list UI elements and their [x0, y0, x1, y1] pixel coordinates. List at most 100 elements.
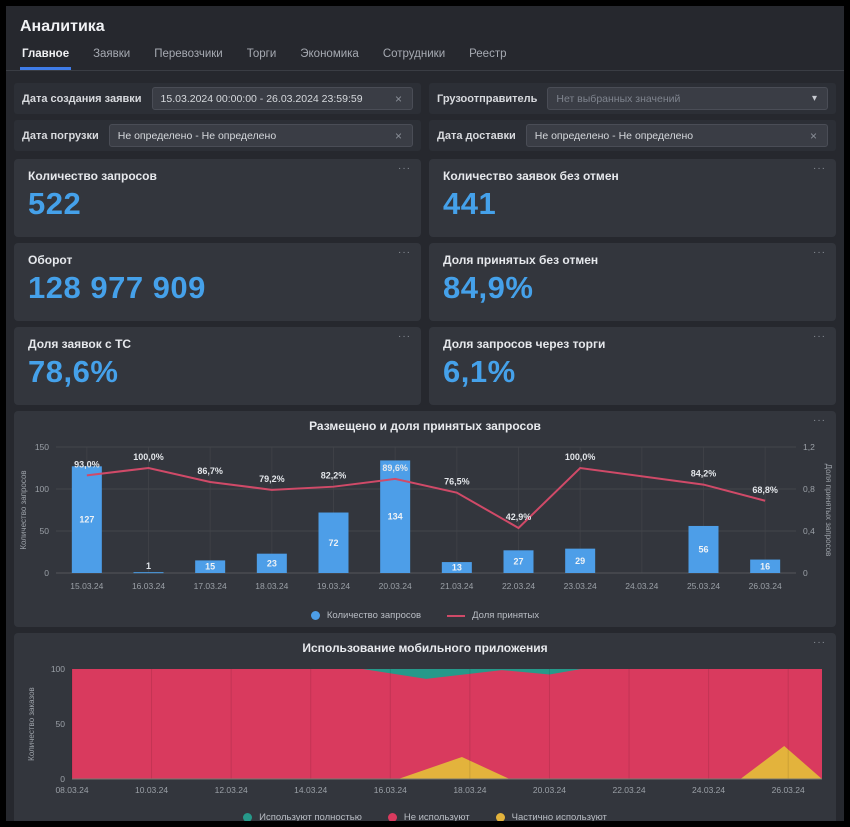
svg-text:19.03.24: 19.03.24: [317, 581, 350, 591]
tab-employees[interactable]: Сотрудники: [382, 48, 446, 60]
svg-text:86,7%: 86,7%: [197, 466, 223, 476]
area-not-using[interactable]: [72, 669, 822, 779]
bar[interactable]: [688, 525, 719, 573]
more-menu-icon[interactable]: ···: [813, 247, 826, 258]
loading-date-input[interactable]: Не определено - Не определено ×: [108, 124, 413, 147]
svg-text:100,0%: 100,0%: [133, 452, 164, 462]
bar[interactable]: [750, 559, 781, 573]
tab-carriers[interactable]: Перевозчики: [154, 48, 223, 60]
legend-item-partial-usage[interactable]: Частично используют: [495, 812, 607, 821]
svg-text:26.03.24: 26.03.24: [749, 581, 782, 591]
legend-item-no-usage[interactable]: Не используют: [387, 812, 470, 821]
legend-item-requests[interactable]: Количество запросов: [310, 610, 421, 621]
svg-text:29: 29: [575, 556, 585, 566]
legend-label: Не используют: [403, 812, 470, 821]
svg-text:12.03.24: 12.03.24: [215, 785, 248, 795]
svg-text:89,6%: 89,6%: [382, 463, 408, 473]
tab-main[interactable]: Главное: [20, 44, 72, 70]
svg-text:100: 100: [35, 484, 49, 494]
chart-panel-placed-accepted: ··· Размещено и доля принятых запросов 1…: [14, 411, 836, 627]
request-created-date-input[interactable]: 15.03.2024 00:00:00 - 26.03.2024 23:59:5…: [151, 87, 413, 110]
svg-text:76,5%: 76,5%: [444, 477, 470, 487]
bar[interactable]: [256, 553, 287, 573]
bar[interactable]: [441, 562, 472, 573]
kpi-label: Оборот: [28, 253, 73, 267]
svg-text:84,2%: 84,2%: [691, 469, 717, 479]
bar[interactable]: [195, 560, 226, 573]
kpi-grid: ··· Количество запросов 522 ··· Количест…: [14, 159, 836, 405]
area-full-usage[interactable]: [362, 669, 582, 679]
chart-title: Использование мобильного приложения: [302, 641, 548, 655]
kpi-label: Количество запросов: [28, 169, 157, 183]
shipper-select[interactable]: Нет выбранных значений ▾: [547, 87, 828, 110]
more-menu-icon[interactable]: ···: [398, 247, 411, 258]
chevron-down-icon[interactable]: ▾: [811, 93, 817, 104]
kpi-label: Доля принятых без отмен: [443, 253, 599, 267]
more-menu-icon[interactable]: ···: [398, 331, 411, 342]
accepted-share-line[interactable]: [86, 466, 766, 530]
bar[interactable]: [503, 550, 534, 573]
svg-text:25.03.24: 25.03.24: [687, 581, 720, 591]
delivery-date-input[interactable]: Не определено - Не определено ×: [525, 124, 828, 147]
bar-line-chart: 150 100 50 0 1,2 0,8 0,4 0 Количество запросов До…: [19, 442, 833, 591]
area-partial-usage[interactable]: [72, 746, 822, 779]
legend-line-icon: [447, 614, 466, 617]
svg-text:20.03.24: 20.03.24: [533, 785, 566, 795]
tab-bar: Главное Заявки Перевозчики Торги Экономи…: [6, 44, 844, 71]
clear-icon[interactable]: ×: [394, 128, 402, 143]
kpi-value: 522: [28, 186, 82, 221]
svg-text:27: 27: [513, 557, 523, 567]
svg-text:0: 0: [803, 568, 808, 578]
svg-text:15.03.24: 15.03.24: [70, 581, 103, 591]
legend-label: Доля принятых: [472, 610, 540, 621]
bar[interactable]: [565, 548, 596, 573]
date-range-value: Не определено - Не определено: [117, 129, 277, 142]
filter-bar: Дата создания заявки 15.03.2024 00:00:00…: [14, 83, 836, 151]
svg-text:1: 1: [146, 561, 151, 571]
tab-requests[interactable]: Заявки: [93, 48, 131, 60]
bar[interactable]: [133, 572, 164, 574]
more-menu-icon[interactable]: ···: [813, 331, 826, 342]
kpi-value: 84,9%: [443, 270, 534, 305]
more-menu-icon[interactable]: ···: [813, 415, 826, 426]
svg-text:42,9%: 42,9%: [506, 512, 532, 522]
svg-text:68,8%: 68,8%: [752, 485, 778, 495]
more-menu-icon[interactable]: ···: [398, 163, 411, 174]
legend-item-full-usage[interactable]: Используют полностью: [243, 812, 362, 821]
date-range-value: 15.03.2024 00:00:00 - 26.03.2024 23:59:5…: [160, 92, 363, 105]
kpi-label: Доля запросов через торги: [443, 337, 606, 351]
chart1-legend: Количество запросов Доля принятых: [14, 608, 836, 627]
svg-text:0,8: 0,8: [803, 484, 815, 494]
svg-text:82,2%: 82,2%: [321, 471, 347, 481]
svg-text:10.03.24: 10.03.24: [135, 785, 168, 795]
more-menu-icon[interactable]: ···: [813, 637, 826, 648]
clear-icon[interactable]: ×: [394, 91, 402, 106]
bar[interactable]: [318, 512, 349, 573]
svg-text:22.03.24: 22.03.24: [502, 581, 535, 591]
svg-text:18.03.24: 18.03.24: [255, 581, 288, 591]
clear-icon[interactable]: ×: [809, 128, 817, 143]
kpi-card-requests-count: ··· Количество запросов 522: [14, 159, 421, 237]
svg-text:23: 23: [267, 558, 277, 568]
kpi-card-accepted-share: ··· Доля принятых без отмен 84,9%: [429, 243, 836, 321]
legend-dot-icon: [387, 813, 397, 821]
tab-registry[interactable]: Реестр: [469, 48, 507, 60]
page-title: Аналитика: [20, 18, 105, 35]
svg-text:17.03.24: 17.03.24: [194, 581, 227, 591]
legend-label: Используют полностью: [259, 812, 362, 821]
tab-auctions[interactable]: Торги: [246, 48, 277, 60]
tab-economics[interactable]: Экономика: [300, 48, 359, 60]
svg-text:0,4: 0,4: [803, 526, 815, 536]
kpi-value: 78,6%: [28, 354, 119, 389]
bar[interactable]: [71, 466, 102, 573]
analytics-dashboard: Аналитика Главное Заявки Перевозчики Тор…: [6, 6, 844, 821]
svg-text:Количество запросов: Количество запросов: [19, 470, 28, 549]
svg-text:26.03.24: 26.03.24: [772, 785, 805, 795]
chart-title: Размещено и доля принятых запросов: [309, 419, 541, 433]
svg-text:23.03.24: 23.03.24: [564, 581, 597, 591]
svg-text:24.03.24: 24.03.24: [625, 581, 658, 591]
legend-item-accepted-share[interactable]: Доля принятых: [447, 610, 539, 621]
svg-text:08.03.24: 08.03.24: [55, 785, 88, 795]
more-menu-icon[interactable]: ···: [813, 163, 826, 174]
